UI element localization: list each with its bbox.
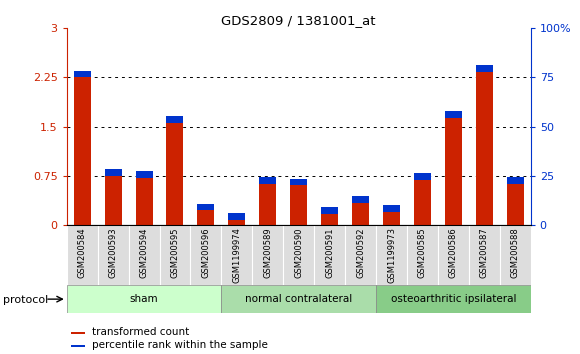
Bar: [500, 225, 531, 285]
Bar: [67, 285, 222, 313]
Bar: [74, 78, 90, 225]
Bar: [229, 219, 245, 225]
Bar: [321, 207, 338, 214]
Bar: [190, 225, 222, 285]
Text: GSM1199973: GSM1199973: [387, 227, 396, 283]
Bar: [229, 213, 245, 219]
Text: normal contralateral: normal contralateral: [245, 294, 352, 304]
Text: sham: sham: [130, 294, 158, 304]
Text: GSM200589: GSM200589: [263, 227, 272, 278]
Bar: [129, 225, 160, 285]
Bar: [383, 205, 400, 212]
Text: GSM200594: GSM200594: [140, 227, 148, 278]
Bar: [222, 285, 376, 313]
Bar: [345, 225, 376, 285]
Text: transformed count: transformed count: [92, 327, 190, 337]
Bar: [414, 173, 431, 180]
Text: GSM200587: GSM200587: [480, 227, 489, 278]
Bar: [197, 210, 215, 225]
Bar: [414, 180, 431, 225]
Text: protocol: protocol: [3, 295, 48, 305]
Bar: [252, 225, 283, 285]
Bar: [104, 169, 122, 176]
Text: GSM200596: GSM200596: [201, 227, 211, 278]
Bar: [507, 184, 524, 225]
Text: GSM200593: GSM200593: [108, 227, 118, 278]
Bar: [407, 225, 438, 285]
Bar: [352, 203, 369, 225]
Bar: [166, 123, 183, 225]
Bar: [97, 225, 129, 285]
Bar: [314, 225, 345, 285]
Bar: [259, 177, 276, 184]
Bar: [476, 65, 493, 72]
Bar: [290, 185, 307, 225]
Bar: [136, 178, 153, 225]
Bar: [259, 184, 276, 225]
Bar: [67, 225, 97, 285]
Text: GSM200585: GSM200585: [418, 227, 427, 278]
Bar: [438, 225, 469, 285]
Bar: [160, 225, 190, 285]
Bar: [352, 196, 369, 203]
Bar: [476, 72, 493, 225]
Bar: [283, 225, 314, 285]
Bar: [469, 225, 500, 285]
Bar: [71, 346, 85, 348]
Text: GSM200590: GSM200590: [294, 227, 303, 278]
Text: GSM200588: GSM200588: [511, 227, 520, 278]
Bar: [321, 214, 338, 225]
Bar: [383, 212, 400, 225]
Bar: [290, 179, 307, 185]
Text: GSM1199974: GSM1199974: [233, 227, 241, 283]
Text: GSM200586: GSM200586: [449, 227, 458, 278]
Bar: [445, 118, 462, 225]
Text: osteoarthritic ipsilateral: osteoarthritic ipsilateral: [390, 294, 516, 304]
Bar: [197, 204, 215, 210]
Bar: [166, 116, 183, 123]
Text: GSM200592: GSM200592: [356, 227, 365, 278]
Text: GSM200591: GSM200591: [325, 227, 334, 278]
Bar: [376, 225, 407, 285]
Text: GSM200584: GSM200584: [78, 227, 86, 278]
Bar: [507, 177, 524, 184]
Bar: [71, 332, 85, 334]
Text: GSM200595: GSM200595: [171, 227, 179, 278]
Bar: [136, 171, 153, 178]
Text: percentile rank within the sample: percentile rank within the sample: [92, 340, 268, 350]
Bar: [74, 70, 90, 78]
Bar: [104, 176, 122, 225]
Bar: [376, 285, 531, 313]
Title: GDS2809 / 1381001_at: GDS2809 / 1381001_at: [222, 14, 376, 27]
Bar: [445, 111, 462, 118]
Bar: [222, 225, 252, 285]
